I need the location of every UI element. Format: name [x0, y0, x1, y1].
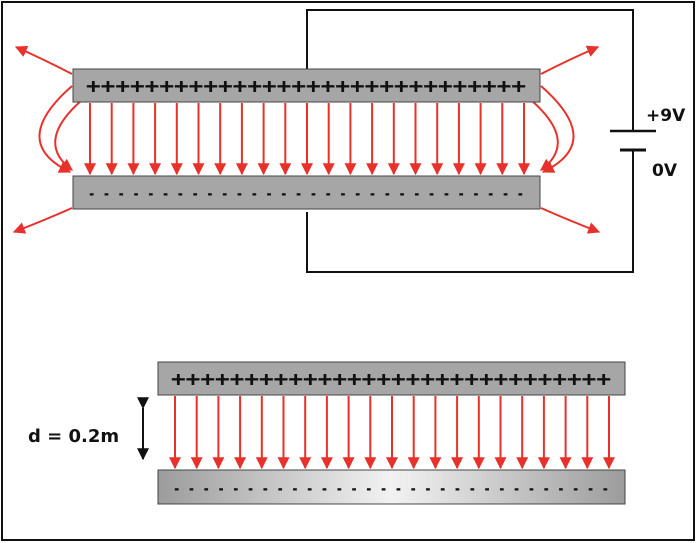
lower-positive-plate [157, 361, 626, 396]
upper-negative-plate [72, 175, 541, 210]
fringe-field-lines [12, 45, 601, 234]
battery-positive-label: +9V [646, 106, 686, 126]
battery-negative-label: 0V [652, 161, 678, 181]
battery-icon [610, 129, 656, 152]
lower-positive-charges: ++++++++++++++++++++++++++++++ [171, 367, 611, 391]
upper-positive-plate [72, 68, 541, 103]
separation-label: d = 0.2m [28, 426, 119, 447]
lower-negative-plate [157, 469, 626, 505]
upper-positive-charges: ++++++++++++++++++++++++++++++ [86, 74, 526, 98]
lower-field-arrows [169, 396, 615, 470]
upper-negative-charges: - - - - - - - - - - - - - - - - - - - - … [88, 184, 524, 203]
circuit-wire [306, 9, 634, 273]
upper-field-arrows [84, 103, 530, 176]
lower-negative-charges: - - - - - - - - - - - - - - - - - - - - … [173, 479, 609, 498]
